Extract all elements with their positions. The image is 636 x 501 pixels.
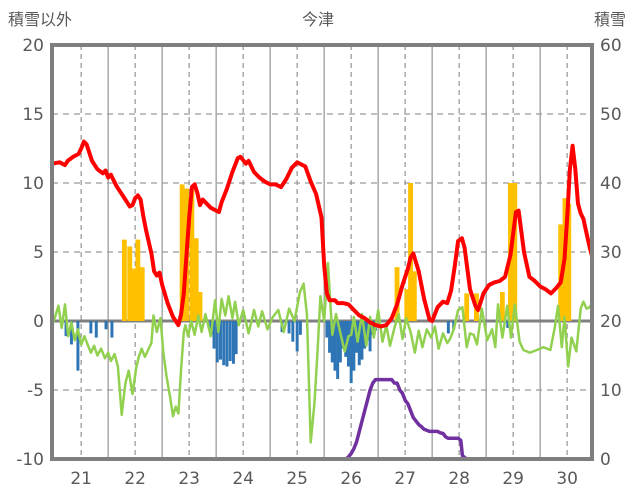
blue-bars [222,321,226,366]
orange-bars [408,183,413,321]
blue-bars [298,321,302,335]
blue-bars [94,321,98,338]
right-axis-tick: 40 [600,174,622,194]
x-axis-tick: 30 [556,469,578,489]
left-axis-tick: 0 [33,312,44,332]
left-axis-tick: -10 [16,450,44,470]
blue-bars [360,321,364,360]
blue-bars [218,321,222,360]
orange-bars [127,246,133,321]
blue-bars [344,321,348,357]
orange-bars [394,267,400,321]
blue-bars [357,321,361,366]
right-axis-tick: 10 [600,381,622,401]
left-axis-tick: 20 [22,36,44,56]
blue-bars [110,321,114,338]
orange-bars [566,203,572,321]
x-axis-tick: 23 [178,469,200,489]
orange-bars [411,271,417,321]
x-axis-tick: 28 [448,469,470,489]
orange-bars [189,189,195,321]
blue-bars [341,321,345,349]
orange-bars [499,292,505,321]
blue-bars [349,321,353,384]
left-axis-tick: 10 [22,174,44,194]
left-axis-tick: 15 [22,105,44,125]
green-line [50,261,594,444]
left-axis-tick: -5 [27,381,44,401]
x-axis-tick: 29 [502,469,524,489]
orange-bars [512,183,518,321]
blue-bars [346,321,350,367]
x-axis-tick: 27 [394,469,416,489]
blue-bars [291,321,295,342]
blue-bars [69,321,73,345]
blue-bars [368,321,372,352]
blue-bars [328,321,332,353]
blue-bars [104,321,108,330]
blue-bars [76,321,80,371]
blue-bars [338,321,342,363]
right-axis-tick: 60 [600,36,622,56]
orange-bars [179,184,185,321]
blue-bars [295,321,299,352]
orange-bars [464,293,470,321]
blue-bars [336,321,340,379]
chart-title: 今津 [301,10,334,29]
blue-bars [225,321,229,367]
right-axis-tick: 50 [600,105,622,125]
right-axis-tick: 0 [600,450,611,470]
x-axis-tick: 21 [70,469,92,489]
orange-bars [404,289,410,321]
orange-bars [121,239,127,321]
blue-bars [446,321,450,334]
blue-bars [231,321,235,364]
blue-bars [352,321,356,371]
left-axis-title: 積雪以外 [8,10,73,29]
red-line [50,139,594,329]
orange-bars [197,292,203,321]
blue-bars [325,321,329,338]
blue-bars [287,321,291,334]
blue-bars [330,321,334,363]
left-axis-tick: 5 [33,243,44,263]
x-axis-tick: 26 [340,469,362,489]
right-axis-tick: 30 [600,243,622,263]
right-axis-title: 積雪 [593,10,626,29]
orange-bars [193,238,199,321]
blue-bars [333,321,337,371]
orange-bars [139,267,145,321]
blue-bars [506,321,510,328]
orange-bars [135,239,141,321]
x-axis-tick: 24 [232,469,254,489]
blue-bars [89,321,93,334]
purple-line [50,377,594,461]
blue-bars [215,321,219,363]
right-axis-tick: 20 [600,312,622,332]
orange-bars [131,268,136,321]
blue-bars [234,321,238,355]
x-axis-tick: 22 [124,469,146,489]
plot-border [50,43,594,461]
blue-bars [64,321,68,337]
x-axis-tick: 25 [286,469,308,489]
blue-bars [212,321,216,349]
blue-bars [228,321,232,362]
